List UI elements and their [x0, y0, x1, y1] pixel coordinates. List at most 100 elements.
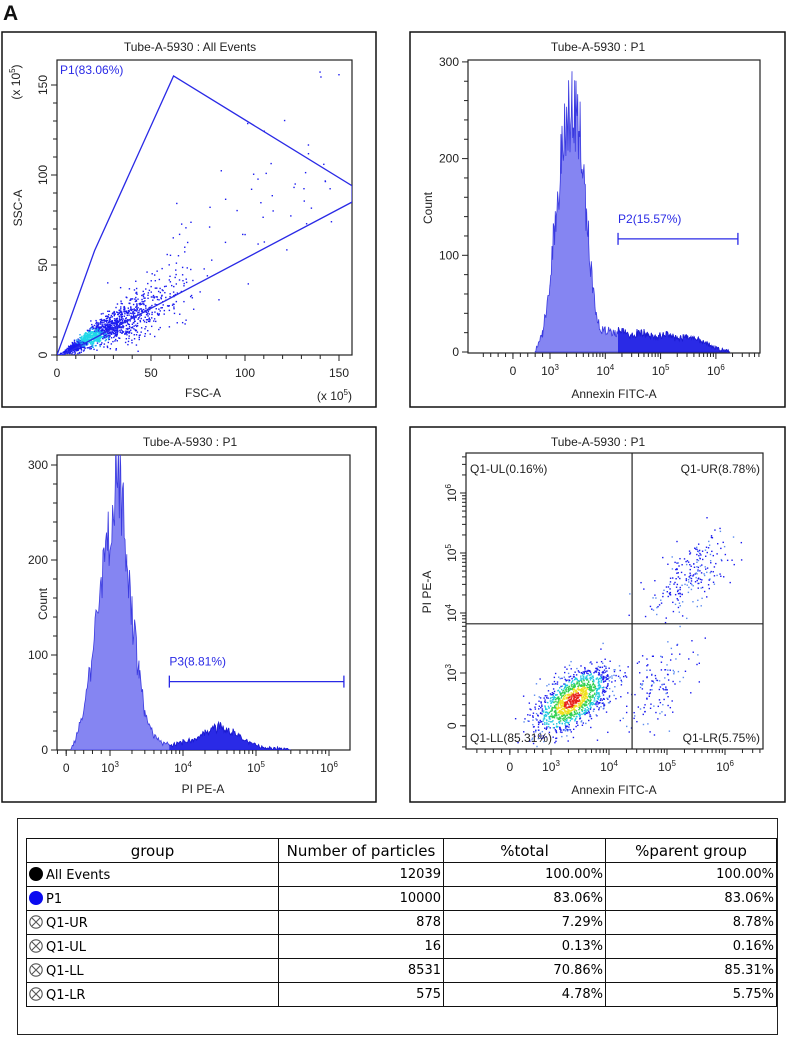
- event-dot: [134, 309, 137, 311]
- event-dot: [109, 325, 111, 327]
- event-dot: [588, 674, 590, 676]
- event-dot: [556, 714, 558, 717]
- histogram-area: [70, 455, 291, 750]
- event-dot: [596, 693, 598, 695]
- event-dot: [115, 349, 117, 351]
- event-dot: [131, 323, 134, 325]
- event-dot: [553, 711, 556, 713]
- event-dot: [142, 319, 145, 321]
- event-dot: [120, 318, 123, 321]
- event-dot: [121, 326, 123, 328]
- event-dot: [548, 718, 551, 720]
- event-dot: [544, 708, 547, 711]
- event-dot: [634, 693, 636, 696]
- gate-label: P2(15.57%): [618, 212, 681, 226]
- x-tick-label: 50: [144, 366, 158, 380]
- event-dot: [116, 323, 119, 326]
- event-dot: [585, 703, 587, 705]
- event-dot: [598, 702, 600, 704]
- event-dot: [580, 694, 582, 697]
- event-dot: [572, 714, 574, 716]
- event-dot: [655, 677, 657, 680]
- event-dot: [95, 322, 97, 325]
- event-dot: [102, 319, 104, 322]
- event-dot: [586, 693, 588, 696]
- event-dot: [93, 335, 95, 337]
- event-dot: [91, 334, 93, 336]
- event-dot: [99, 335, 102, 337]
- event-dot: [560, 685, 562, 688]
- gate-p1-polygon[interactable]: [57, 75, 352, 355]
- event-dot: [108, 334, 110, 337]
- event-dot: [111, 320, 114, 322]
- event-dot: [556, 713, 558, 715]
- event-dot: [589, 679, 592, 681]
- event-dot: [545, 736, 547, 738]
- event-dot: [696, 566, 698, 568]
- event-dot: [672, 669, 675, 672]
- group-name: Q1-LR: [46, 987, 86, 1003]
- event-dot: [184, 246, 186, 248]
- event-dot: [568, 689, 571, 691]
- event-dot: [574, 719, 576, 721]
- event-dot: [561, 712, 564, 715]
- event-dot: [627, 666, 629, 668]
- event-dot: [120, 311, 123, 313]
- event-dot: [145, 321, 148, 324]
- event-dot: [97, 334, 99, 336]
- event-dot: [252, 173, 255, 175]
- event-dot: [127, 328, 129, 331]
- event-dot: [708, 587, 710, 590]
- event-dot: [593, 684, 596, 686]
- event-dot: [595, 687, 598, 690]
- event-dot: [591, 686, 593, 688]
- event-dot: [178, 279, 181, 281]
- event-dot: [587, 680, 590, 682]
- event-dot: [127, 327, 129, 330]
- event-dot: [514, 717, 517, 720]
- gate-label: P3(8.81%): [169, 655, 226, 669]
- event-dot: [135, 300, 138, 302]
- event-dot: [602, 694, 605, 696]
- event-dot: [544, 711, 547, 714]
- event-dot: [669, 588, 671, 590]
- event-dot: [590, 661, 592, 663]
- event-dot: [84, 337, 86, 339]
- event-dot: [679, 586, 681, 589]
- event-dot: [129, 309, 131, 311]
- event-dot: [544, 723, 546, 726]
- event-dot: [551, 696, 554, 699]
- gate-label: P1(83.06%): [60, 63, 123, 77]
- event-dot: [568, 681, 570, 683]
- event-dot: [570, 668, 572, 670]
- event-dot: [115, 330, 118, 332]
- event-dot: [578, 708, 580, 711]
- event-dot: [130, 332, 133, 334]
- event-dot: [186, 267, 188, 269]
- event-dot: [588, 693, 591, 695]
- event-dot: [582, 676, 585, 678]
- event-dot: [120, 302, 122, 305]
- event-dot: [540, 701, 542, 703]
- event-dot: [142, 295, 145, 298]
- event-dot: [169, 281, 172, 283]
- event-dot: [708, 544, 711, 546]
- event-dot: [567, 699, 569, 702]
- event-dot: [570, 716, 572, 719]
- quadrant-label-lr: Q1-LR(5.75%): [683, 731, 760, 745]
- event-dot: [606, 697, 608, 699]
- event-dot: [567, 709, 569, 711]
- event-dot: [649, 692, 651, 694]
- event-dot: [73, 341, 76, 343]
- event-dot: [555, 694, 557, 696]
- event-dot: [119, 311, 121, 313]
- event-dot: [704, 549, 707, 551]
- event-dot: [575, 710, 578, 712]
- event-dot: [89, 333, 91, 335]
- event-dot: [713, 583, 716, 585]
- event-dot: [567, 691, 570, 693]
- event-dot: [91, 341, 93, 344]
- event-dot: [130, 315, 132, 317]
- event-dot: [673, 671, 675, 673]
- event-dot: [653, 682, 655, 684]
